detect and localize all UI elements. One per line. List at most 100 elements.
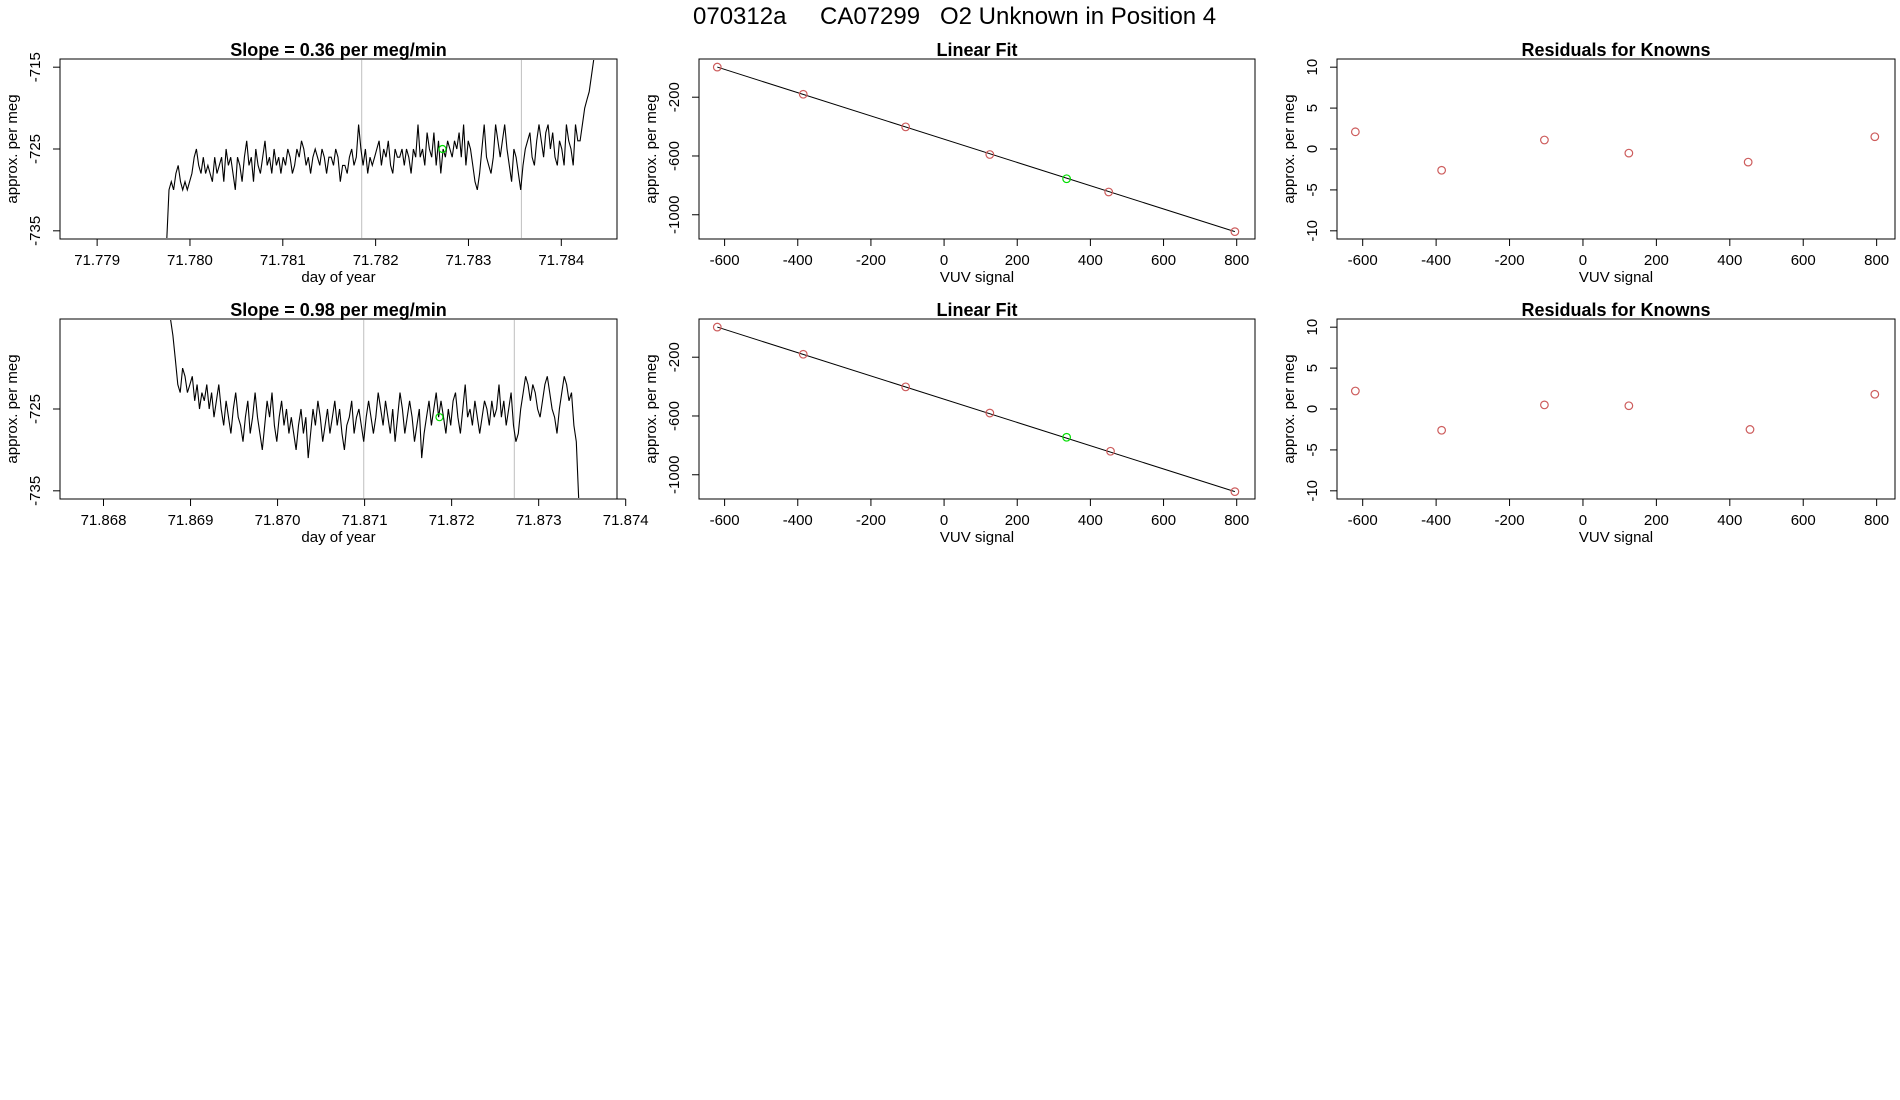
y-tick-label: 10 [1304,319,1321,336]
data-series-line [170,320,580,498]
y-tick-label: -600 [666,401,683,431]
y-tick-label: -200 [666,82,683,112]
x-tick-label: 600 [1791,252,1816,269]
x-tick-label: -600 [1348,252,1378,269]
x-tick-label: 200 [1644,252,1669,269]
x-axis-label: VUV signal [940,269,1014,286]
x-tick-label: 400 [1717,252,1742,269]
y-tick-label: -200 [666,342,683,372]
y-tick-label: 0 [1304,405,1321,413]
known-point [901,382,911,392]
unknown-marker [435,413,444,422]
fit-line [717,326,1236,493]
x-tick-label: 0 [1579,512,1587,529]
x-tick-label: 800 [1224,512,1249,529]
panel-title: Linear Fit [936,300,1017,320]
y-tick-label: 0 [1304,145,1321,153]
plot-area [1350,386,1880,435]
y-tick-label: -715 [27,52,44,82]
known-point [798,89,808,99]
plot-area [712,62,1240,237]
y-tick-label: 5 [1304,104,1321,112]
x-tick-label: 800 [1224,252,1249,269]
x-tick-label: 71.783 [446,252,492,269]
x-tick-label: 71.868 [81,512,127,529]
x-tick-label: 0 [940,512,948,529]
main-title-run-id: 070312a [693,3,787,30]
y-axis-label: approx. per meg [1281,94,1298,203]
plot-area [170,320,580,498]
x-tick-label: 800 [1864,252,1889,269]
x-tick-label: -400 [783,512,813,529]
y-tick-label: 5 [1304,364,1321,372]
x-tick-label: 600 [1791,512,1816,529]
y-tick-label: -725 [27,134,44,164]
x-tick-label: 600 [1151,512,1176,529]
plot-frame [59,58,618,240]
x-tick-label: -400 [783,252,813,269]
x-tick-label: 200 [1005,252,1030,269]
known-point [1540,135,1549,145]
known-point [1106,446,1115,456]
known-point [1743,157,1753,167]
known-point [798,349,808,359]
panel-title: Residuals for Knowns [1521,40,1710,60]
x-tick-label: 400 [1078,512,1103,529]
x-tick-label: 71.874 [603,512,649,529]
known-point [1230,487,1240,497]
x-tick-label: -200 [856,252,886,269]
x-tick-label: -200 [1495,512,1525,529]
x-axis-label: day of year [301,529,375,546]
known-point [1624,148,1634,158]
x-tick-label: 71.872 [429,512,475,529]
panels: Slope = 0.36 per meg/min 71.779 71.780 71.7… [4,40,1896,546]
x-tick-label: 0 [1579,252,1587,269]
known-point [1350,127,1360,137]
unknown-point [1062,432,1072,442]
panel-title: Residuals for Knowns [1521,300,1710,320]
plot-frame [1336,58,1896,240]
y-tick-label: -735 [27,216,44,246]
x-tick-label: 71.873 [516,512,562,529]
y-tick-label: -600 [666,141,683,171]
y-tick-label: -735 [27,476,44,506]
known-point [1437,165,1447,175]
panel-title: Linear Fit [936,40,1017,60]
y-axis-label: approx. per meg [1281,354,1298,463]
x-tick-label: 600 [1151,252,1176,269]
panel-fit1: Linear Fit -600 -400 -200 0 200 400 600 800 VUV s… [643,40,1256,286]
known-point [985,408,995,418]
plot-frame [59,318,618,500]
panel-ts1: Slope = 0.36 per meg/min 71.779 71.780 71.7… [4,40,618,286]
known-point [901,122,911,132]
known-point [1230,227,1240,237]
x-tick-label: -400 [1421,252,1451,269]
x-tick-label: 71.869 [168,512,214,529]
x-tick-label: 71.779 [74,252,120,269]
y-tick-label: -1000 [666,456,683,494]
x-tick-label: 200 [1644,512,1669,529]
x-tick-label: 71.780 [167,252,213,269]
y-tick-label: -5 [1304,443,1321,456]
fit-line [717,66,1236,233]
y-tick-label: -5 [1304,183,1321,196]
x-tick-label: 0 [940,252,948,269]
known-point [712,322,722,332]
data-series-line [166,60,595,238]
known-point [1540,400,1549,410]
known-point [1437,425,1447,435]
unknown-marker [438,144,447,154]
known-point [1350,386,1360,396]
main-title-description: O2 Unknown in Position 4 [940,3,1216,30]
x-tick-label: 71.781 [260,252,306,269]
x-tick-label: 400 [1078,252,1103,269]
y-axis-label: approx. per meg [643,94,660,203]
known-point [1624,401,1634,411]
known-point [1104,187,1114,197]
panel-title: Slope = 0.98 per meg/min [230,300,447,320]
x-axis-label: VUV signal [940,529,1014,546]
known-point [985,150,995,159]
known-point [1745,425,1755,434]
plot-frame [1336,318,1896,500]
